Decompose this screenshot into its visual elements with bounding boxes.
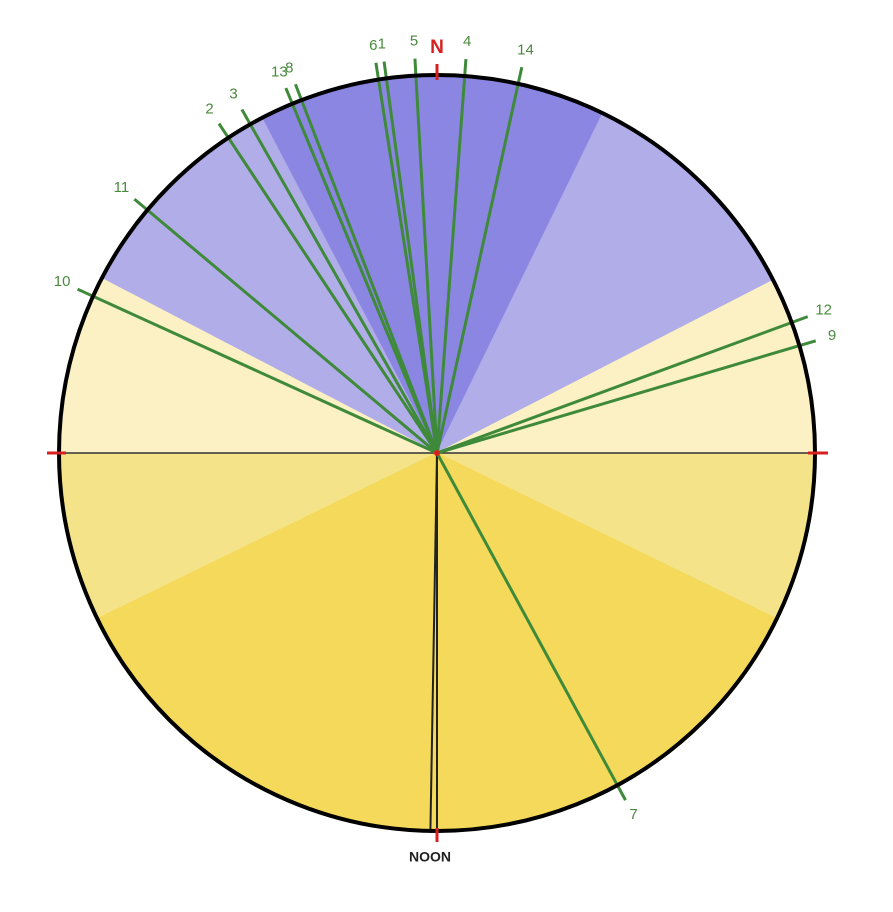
line-label: 12 <box>815 302 832 319</box>
north-label: N <box>430 37 444 58</box>
direction-line <box>435 58 468 454</box>
line-label: 11 <box>114 179 130 196</box>
noon-label: NOON <box>409 849 451 865</box>
direction-line <box>217 122 439 454</box>
line-label: 9 <box>828 327 836 344</box>
line-label: 6 <box>369 37 377 54</box>
direction-line <box>435 66 524 454</box>
line-label: 8 <box>285 59 293 76</box>
direction-line <box>133 197 438 455</box>
direction-line <box>76 287 438 455</box>
line-label: 14 <box>517 42 534 59</box>
direction-lines <box>76 58 817 833</box>
direction-line <box>240 108 439 454</box>
direction-line <box>436 339 817 455</box>
center-point <box>434 450 440 456</box>
noon-line <box>429 452 438 833</box>
direction-line <box>435 452 627 801</box>
sectors <box>58 74 816 832</box>
line-label: 1 <box>378 36 386 53</box>
line-label: 5 <box>410 33 418 50</box>
direction-line <box>294 83 439 454</box>
line-label: 3 <box>229 86 237 103</box>
direction-line <box>436 315 809 455</box>
line-label: 10 <box>54 273 71 290</box>
direction-line <box>374 62 439 454</box>
direction-line <box>284 87 439 454</box>
line-label: 13 <box>271 63 288 80</box>
line-label: 2 <box>205 100 213 117</box>
direction-line <box>413 58 439 454</box>
line-label: 4 <box>463 33 471 50</box>
line-label: 7 <box>629 806 637 823</box>
